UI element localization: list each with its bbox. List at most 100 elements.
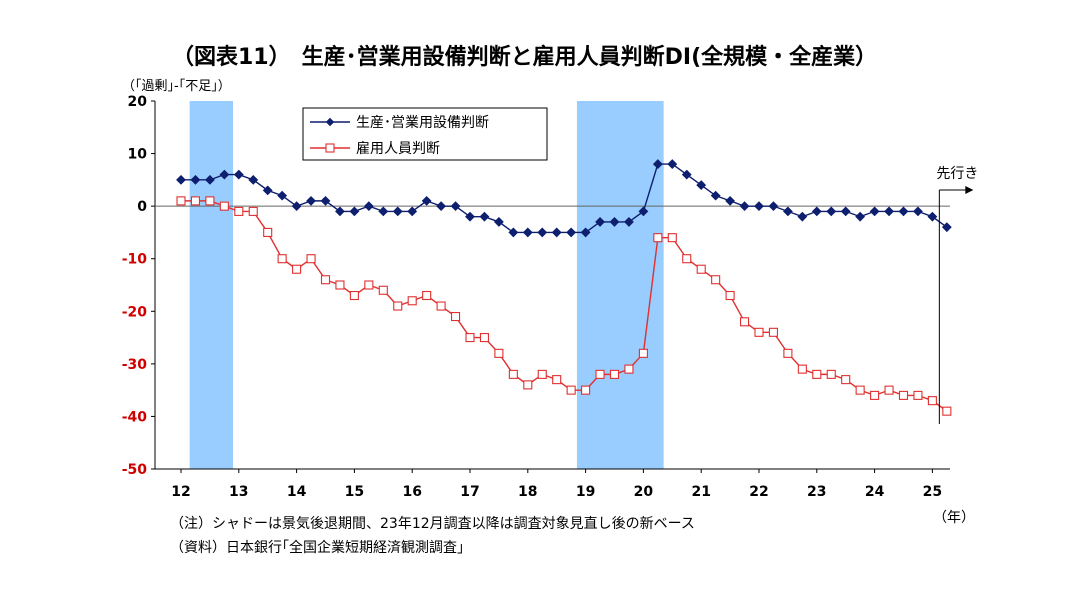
point-employment bbox=[393, 301, 403, 311]
y-tick-label: -20 bbox=[122, 304, 148, 320]
point-equipment bbox=[508, 227, 519, 238]
point-equipment bbox=[291, 201, 302, 212]
note-shadow: （注）シャドーは景気後退期間、23年12月調査以降は調査対象見直し後の新ベース bbox=[170, 515, 695, 532]
point-equipment bbox=[537, 227, 548, 238]
point-employment bbox=[335, 280, 345, 290]
point-employment bbox=[450, 311, 461, 322]
x-tick-label: 22 bbox=[749, 484, 768, 500]
recession-band-2 bbox=[576, 101, 664, 469]
x-tick-label: 12 bbox=[171, 484, 190, 500]
point-equipment bbox=[522, 227, 533, 238]
point-employment bbox=[913, 390, 923, 400]
x-tick-label: 18 bbox=[518, 484, 537, 500]
point-equipment bbox=[479, 211, 490, 222]
x-tick-label: 14 bbox=[287, 484, 307, 500]
legend: 生産･営業用設備判断 雇用人員判断 bbox=[302, 107, 548, 161]
point-employment bbox=[364, 280, 374, 290]
point-employment bbox=[566, 385, 576, 395]
point-equipment bbox=[493, 217, 504, 227]
legend-box bbox=[302, 107, 548, 161]
point-employment bbox=[768, 327, 779, 337]
point-equipment bbox=[710, 190, 721, 201]
point-employment bbox=[277, 254, 287, 264]
point-employment bbox=[638, 348, 648, 358]
point-equipment bbox=[306, 195, 316, 206]
x-tick-label: 20 bbox=[634, 484, 654, 500]
point-employment bbox=[248, 206, 258, 216]
x-tick-label: 13 bbox=[229, 484, 248, 500]
point-employment bbox=[884, 385, 894, 395]
y-tick-label: 0 bbox=[137, 199, 147, 215]
point-equipment bbox=[840, 206, 851, 217]
point-equipment bbox=[768, 201, 779, 212]
point-employment bbox=[190, 196, 200, 206]
point-equipment bbox=[609, 217, 620, 227]
legend-label-equipment: 生産･営業用設備判断 bbox=[356, 115, 489, 131]
point-employment bbox=[292, 264, 302, 274]
x-tick-label: 21 bbox=[691, 484, 710, 500]
point-equipment bbox=[638, 206, 649, 217]
point-equipment bbox=[349, 206, 360, 217]
point-employment bbox=[826, 369, 836, 379]
point-equipment bbox=[436, 201, 447, 212]
point-equipment bbox=[248, 174, 259, 185]
x-tick-label: 16 bbox=[402, 484, 421, 500]
point-employment bbox=[624, 364, 634, 374]
point-equipment bbox=[754, 201, 764, 212]
point-employment bbox=[739, 317, 750, 327]
point-employment bbox=[754, 327, 764, 337]
point-employment bbox=[682, 254, 692, 264]
point-employment bbox=[494, 348, 504, 358]
recession-shading bbox=[189, 101, 664, 469]
y-tick-label: 20 bbox=[128, 94, 148, 110]
point-employment bbox=[465, 333, 475, 343]
point-equipment bbox=[739, 201, 750, 212]
point-employment bbox=[653, 233, 663, 243]
point-equipment bbox=[378, 206, 389, 217]
point-equipment bbox=[335, 206, 345, 217]
point-equipment bbox=[811, 206, 822, 217]
point-equipment bbox=[320, 195, 331, 206]
point-equipment bbox=[204, 174, 215, 185]
legend-marker-equipment bbox=[325, 117, 335, 127]
point-employment bbox=[523, 380, 533, 390]
series-line-equipment bbox=[181, 163, 948, 234]
point-employment bbox=[870, 390, 880, 400]
recession-band-1 bbox=[189, 101, 234, 469]
point-employment bbox=[537, 369, 547, 379]
y-tick-label: -40 bbox=[122, 409, 148, 425]
point-equipment bbox=[725, 195, 736, 206]
point-equipment bbox=[927, 211, 938, 222]
y-tick-label: 10 bbox=[128, 147, 148, 163]
point-equipment bbox=[363, 201, 374, 212]
x-tick-label: 17 bbox=[460, 484, 479, 500]
point-equipment bbox=[551, 227, 562, 238]
x-axis: 12 13 14 15 16 17 18 19 20 21 22 23 24 25 bbox=[155, 468, 950, 500]
point-employment bbox=[927, 396, 937, 406]
point-equipment bbox=[566, 227, 577, 238]
point-equipment bbox=[941, 222, 952, 233]
y-tick-label: -10 bbox=[122, 252, 148, 268]
point-equipment bbox=[855, 211, 866, 222]
point-equipment bbox=[869, 206, 880, 217]
point-employment bbox=[898, 390, 909, 400]
legend-label-employment: 雇用人員判断 bbox=[356, 140, 440, 157]
point-employment bbox=[725, 290, 735, 301]
point-employment bbox=[696, 264, 706, 274]
point-equipment bbox=[681, 169, 692, 180]
point-equipment bbox=[465, 211, 475, 222]
point-employment bbox=[306, 254, 316, 264]
point-employment bbox=[711, 275, 721, 285]
series-markers bbox=[176, 159, 952, 416]
point-employment bbox=[407, 296, 417, 306]
point-equipment bbox=[580, 227, 591, 238]
point-employment bbox=[205, 196, 215, 206]
point-employment bbox=[797, 364, 807, 374]
x-tick-label: 19 bbox=[576, 484, 595, 500]
point-equipment bbox=[667, 159, 678, 169]
point-equipment bbox=[392, 206, 403, 217]
point-equipment bbox=[884, 206, 894, 217]
x-tick-label: 25 bbox=[923, 484, 942, 500]
point-employment bbox=[479, 333, 490, 343]
